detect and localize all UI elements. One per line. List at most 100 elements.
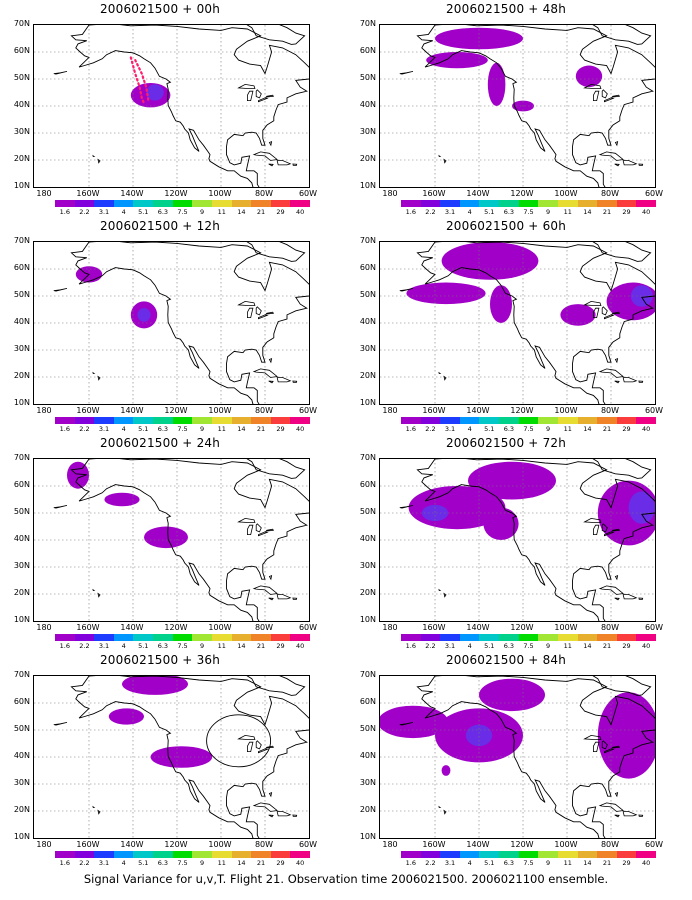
lat-tick-label: 10N <box>359 832 376 841</box>
lon-tick-label: 120W <box>510 623 534 632</box>
colorbar-swatch <box>597 851 618 858</box>
colorbar-label: 1.6 <box>405 425 416 433</box>
colorbar-swatch <box>153 200 174 207</box>
coast-feature <box>438 154 442 157</box>
coast-feature <box>614 791 619 798</box>
lat-tick-label: 70N <box>359 236 376 245</box>
coast-feature <box>97 158 101 164</box>
colorbar-swatch <box>113 200 134 207</box>
coast-feature <box>268 380 274 384</box>
coast-feature <box>611 311 621 315</box>
lat-tick-label: 60N <box>359 697 376 706</box>
colorbar-label: 3.1 <box>444 208 456 216</box>
colorbar-swatch <box>94 417 115 424</box>
flight-track <box>129 56 146 105</box>
variance-region <box>150 746 213 768</box>
coast-feature <box>247 524 254 535</box>
colorbar-label: 6.3 <box>503 425 515 433</box>
colorbar-label: 1.6 <box>59 642 70 650</box>
lon-tick-label: 100W <box>554 623 578 632</box>
lat-tick-label: 10N <box>359 181 376 190</box>
verification-region-circle <box>206 714 272 768</box>
colorbar-swatch <box>251 417 272 424</box>
coast-feature <box>614 357 619 364</box>
lat-tick-label: 10N <box>13 615 30 624</box>
coast-feature <box>438 371 442 374</box>
coast-feature <box>614 814 620 818</box>
colorbar-swatch <box>153 851 174 858</box>
colorbar-swatch <box>616 417 637 424</box>
lat-tick-label: 30N <box>13 561 30 570</box>
colorbar-label: 11 <box>563 208 572 216</box>
colorbar-swatch <box>270 851 291 858</box>
lon-tick-label: 140W <box>466 623 490 632</box>
lon-tick-label: 80W <box>600 406 620 415</box>
colorbar-label: 2.2 <box>425 859 436 867</box>
coast-feature <box>611 745 621 749</box>
colorbar-label: 11 <box>563 642 572 650</box>
colorbar-swatch <box>577 851 598 858</box>
lon-tick-label: 140W <box>120 406 144 415</box>
colorbar-swatch <box>401 851 422 858</box>
colorbar-swatch <box>290 417 311 424</box>
lat-tick-label: 20N <box>359 805 376 814</box>
colorbar-swatch <box>636 851 657 858</box>
colorbar-swatch <box>518 200 539 207</box>
colorbar-label: 4 <box>121 425 126 433</box>
lon-tick-label: 140W <box>120 623 144 632</box>
lon-tick-label: 100W <box>208 189 232 198</box>
map-plot <box>33 458 310 622</box>
coast-feature <box>593 307 600 318</box>
lon-tick-label: 100W <box>554 189 578 198</box>
colorbar-swatch <box>74 417 95 424</box>
lat-tick-label: 40N <box>359 751 376 760</box>
colorbar-swatch <box>557 851 579 858</box>
lat-tick-label: 20N <box>359 371 376 380</box>
coast-feature <box>237 300 256 306</box>
coastline <box>416 242 655 404</box>
lat-tick-label: 60N <box>13 46 30 55</box>
colorbar-label: 2.2 <box>425 642 436 650</box>
lat-tick-label: 60N <box>13 263 30 272</box>
lon-tick-label: 60W <box>298 189 318 198</box>
colorbar-swatch <box>231 634 252 641</box>
lon-tick-label: 160W <box>76 623 100 632</box>
colorbar-swatch <box>479 417 500 424</box>
colorbar-label: 2.2 <box>79 425 90 433</box>
coastline <box>70 676 309 838</box>
coast-feature <box>611 94 621 98</box>
greenland-coast <box>280 25 309 51</box>
colorbar-swatch <box>55 417 76 424</box>
colorbar-swatch <box>499 634 520 641</box>
colorbar <box>55 851 311 858</box>
colorbar-swatch <box>192 417 213 424</box>
lat-tick-label: 20N <box>13 371 30 380</box>
colorbar-swatch <box>459 851 480 858</box>
colorbar-swatch <box>538 851 559 858</box>
colorbar-label: 3.1 <box>444 425 456 433</box>
lat-tick-label: 40N <box>359 534 376 543</box>
panel-36h: 2006021500 + 36h 70N 60N 50N 40N 30N 20N 10N 180… <box>0 651 320 867</box>
lat-tick-label: 70N <box>13 236 30 245</box>
lon-tick-label: 80W <box>600 189 620 198</box>
coastline <box>416 459 655 621</box>
map-plot <box>33 24 310 188</box>
colorbar-swatch <box>636 200 657 207</box>
colorbar-label: 40 <box>642 208 651 216</box>
coast-feature <box>237 83 256 89</box>
variance-region <box>67 461 89 489</box>
colorbar-swatch <box>113 417 134 424</box>
coast-feature <box>92 154 96 157</box>
lat-tick-label: 10N <box>359 398 376 407</box>
coast-feature <box>598 368 625 378</box>
colorbar-label: 1.6 <box>59 859 70 867</box>
colorbar-label: 21 <box>256 208 266 216</box>
lon-tick-label: 180 <box>382 406 398 415</box>
coast-feature <box>598 802 625 812</box>
lat-tick-label: 10N <box>13 832 30 841</box>
baffin-coast <box>246 242 306 262</box>
lat-tick-label: 60N <box>359 480 376 489</box>
coast-feature <box>443 809 447 815</box>
colorbar-label: 6.3 <box>157 208 169 216</box>
colorbar-label: 1.6 <box>405 859 416 867</box>
